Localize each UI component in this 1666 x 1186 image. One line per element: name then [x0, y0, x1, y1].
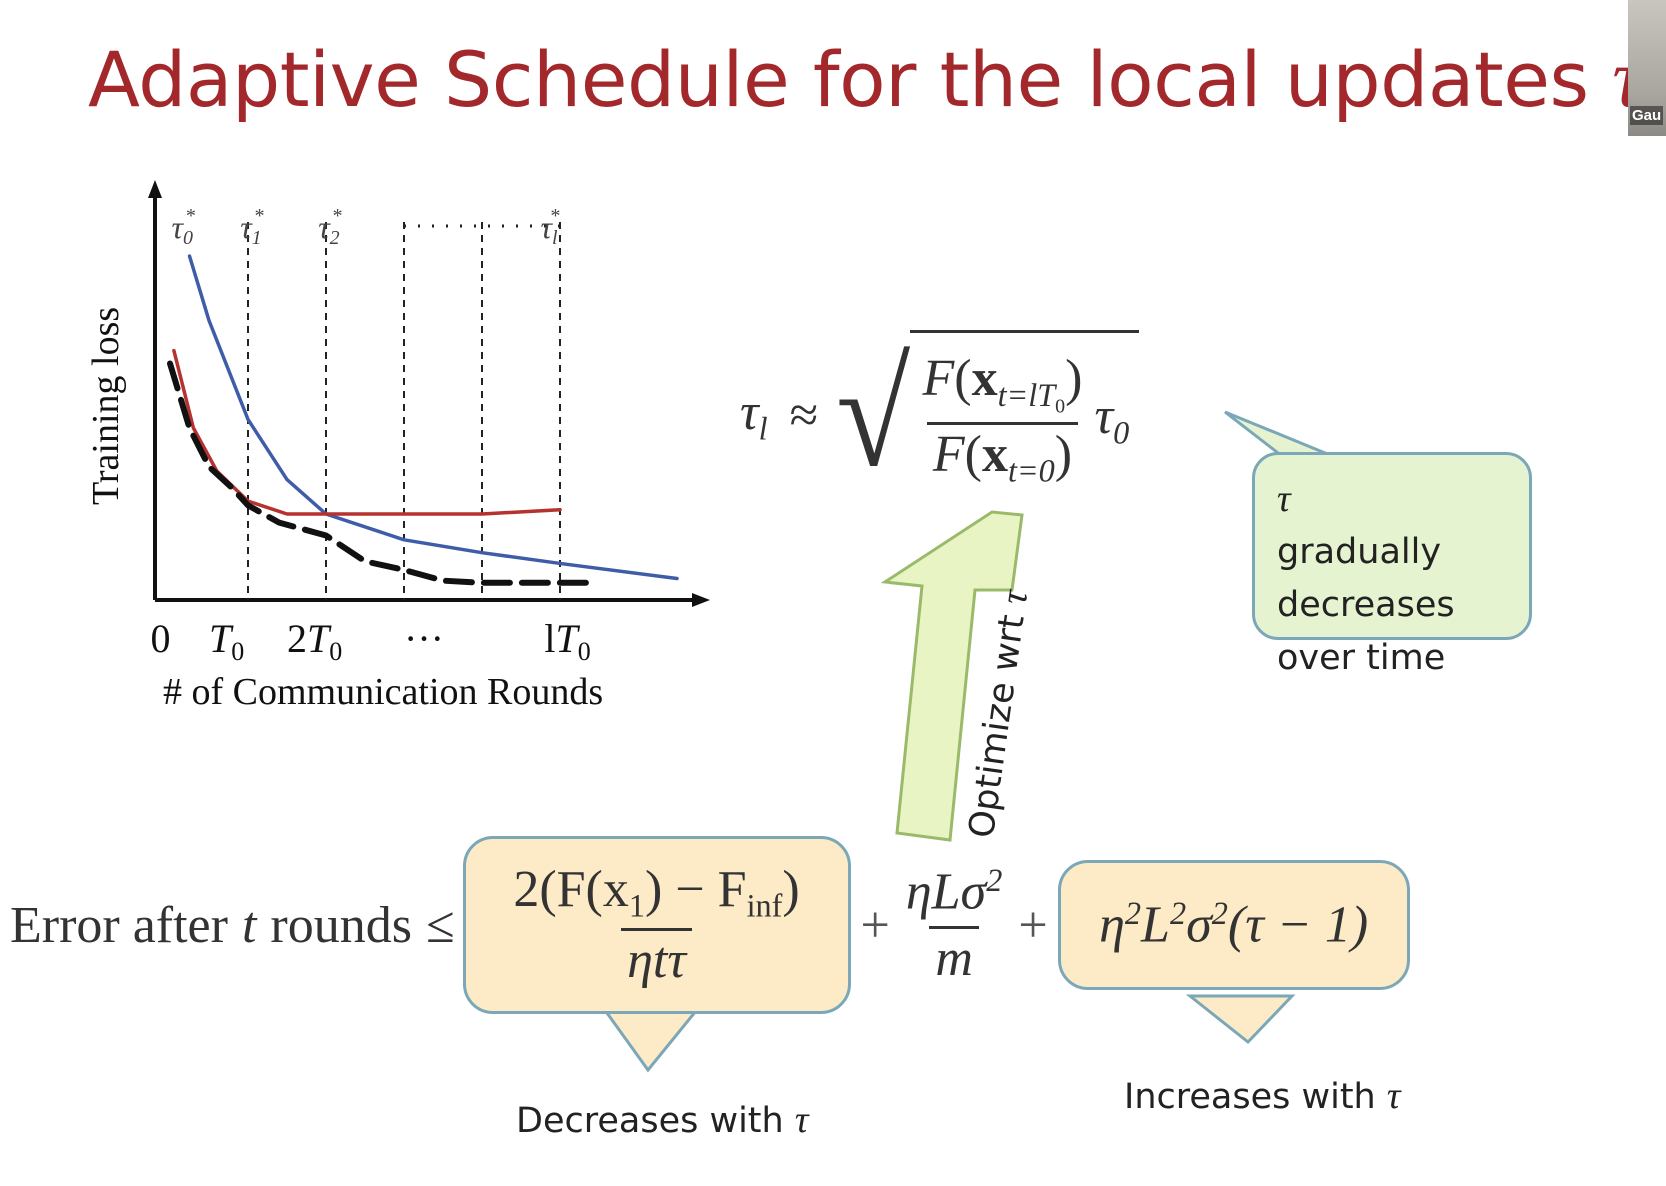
approx-sign: ≈: [789, 386, 819, 444]
plus-sign-2: +: [1018, 896, 1048, 954]
sqrt: √ F(xt=lT0) F(xt=0) τ0: [832, 330, 1140, 500]
term-box-decreasing: 2(F(x1) − Finf) ηtτ: [462, 836, 851, 1014]
tau-l-lhs: τl: [740, 383, 768, 447]
green-callout-tail: [1224, 410, 1331, 458]
decreases-callout-tail: [599, 1004, 704, 1073]
webcam-thumbnail[interactable]: Gau: [1628, 0, 1666, 136]
term2-fraction: ηLσ2 m: [905, 862, 1003, 987]
tau-interval-label-0: τ0*: [172, 205, 195, 249]
x-tick-labels: 0 T0 2T0 ··· lT0: [151, 616, 591, 666]
plus-sign-1: +: [860, 896, 890, 954]
x-tick-label-4: lT0: [544, 616, 590, 666]
tau-interval-label-1: τ1*: [240, 205, 263, 249]
rounds-word: rounds: [270, 896, 412, 954]
x-tick-label-3: ···: [404, 616, 444, 661]
increases-callout-tail: [1185, 994, 1296, 1045]
radical-sign: √: [836, 332, 911, 498]
interval-tau-labels: τ0* τ1* τ2* τl*: [172, 205, 560, 249]
optimize-arrow-shape: [880, 510, 1024, 842]
loss-curve-3: [167, 360, 595, 586]
y-axis-title: Training loss: [85, 307, 127, 505]
term-box-increasing: η2L2σ2(τ − 1): [1057, 860, 1410, 990]
t-variable: t: [241, 896, 257, 954]
decreases-with-tau-label: Decreases with τ: [516, 1099, 809, 1141]
x-axis-title: # of Communication Rounds: [163, 671, 603, 713]
tau-zero-factor: τ0: [1094, 388, 1130, 451]
error-prefix: Error after: [10, 896, 228, 954]
loss-curve-2: [172, 348, 562, 516]
x-tick-label-1: T0: [209, 616, 244, 666]
webcam-participant-name: Gau: [1630, 106, 1664, 125]
loss-ratio-fraction: F(xt=lT0) F(xt=0): [922, 350, 1083, 489]
x-axis-arrowhead: [692, 593, 710, 607]
tau-interval-label-3: τl*: [541, 205, 560, 249]
tau-schedule-formula: τl ≈ √ F(xt=lT0) F(xt=0) τ0: [740, 330, 1140, 500]
y-axis-arrowhead: [148, 180, 162, 198]
tau-decreases-callout: τ gradually decreases over time: [1252, 452, 1532, 678]
error-bound-formula: Error after t rounds ≤ 2(F(x1) − Finf) η…: [10, 836, 1410, 1014]
chart-axes: [148, 180, 710, 607]
loss-curves: [167, 254, 679, 586]
tau-interval-label-2: τ2*: [318, 205, 341, 249]
term1-fraction: 2(F(x1) − Finf) ηtτ: [513, 860, 800, 990]
increases-with-tau-label: Increases with τ: [1124, 1075, 1401, 1117]
leq-sign: ≤: [425, 896, 455, 954]
x-tick-label-0: 0: [151, 616, 171, 661]
